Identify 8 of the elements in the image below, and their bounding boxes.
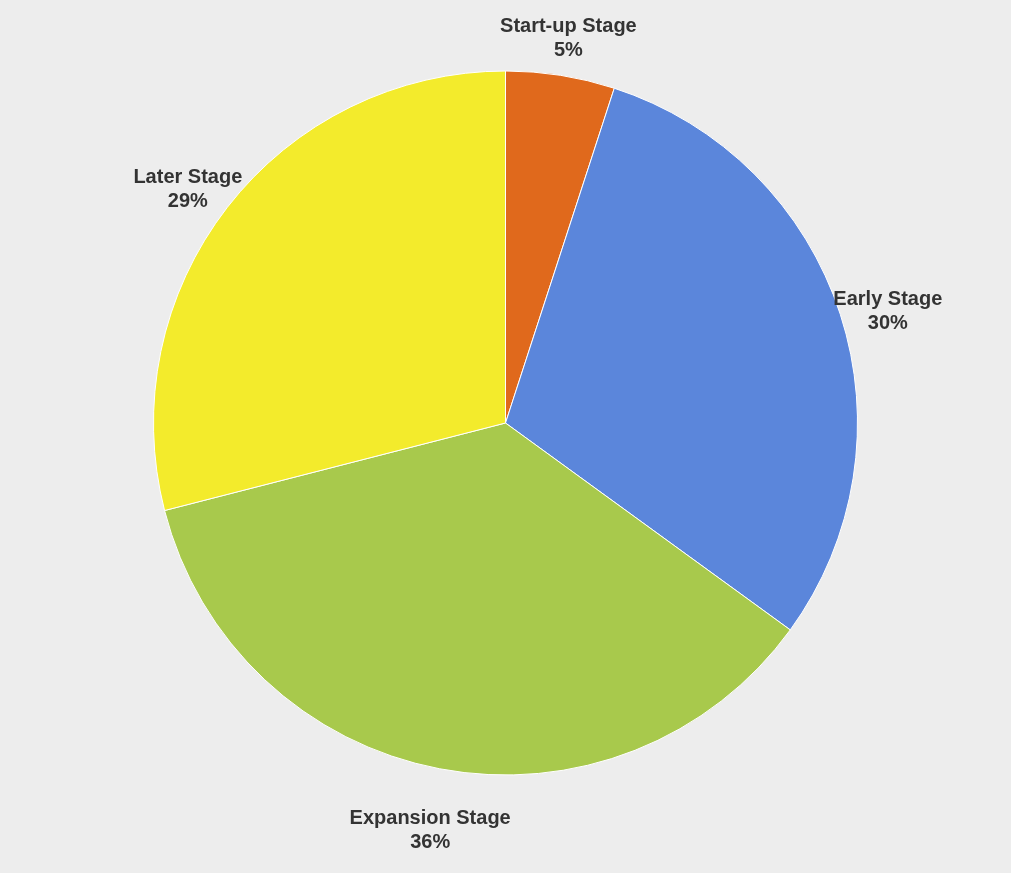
slice-label: Later Stage: [133, 164, 243, 187]
data-label: 36%: [410, 829, 451, 852]
data-label: 29%: [167, 188, 209, 211]
slice-label: Start-up Stage: [500, 13, 637, 36]
slice-label: Early Stage: [833, 286, 943, 309]
slice-label: Expansion Stage: [349, 805, 511, 828]
data-label: 5%: [553, 37, 584, 60]
data-label: 30%: [867, 310, 909, 333]
